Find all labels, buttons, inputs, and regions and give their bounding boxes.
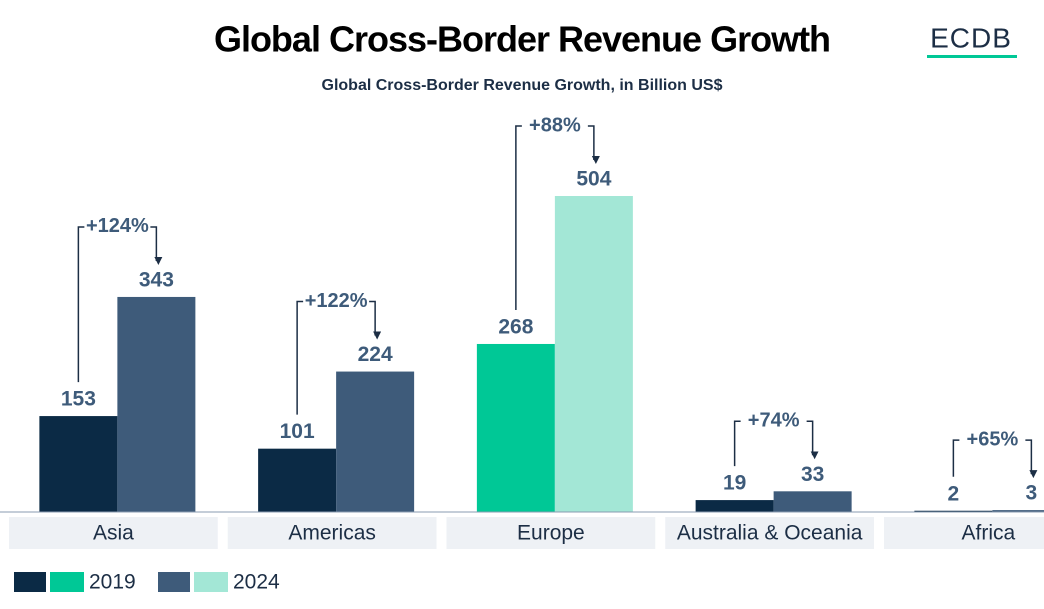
bar — [914, 510, 993, 512]
bar — [476, 343, 555, 512]
value-label: 2 — [948, 482, 960, 505]
legend-label: 2019 — [89, 571, 136, 594]
bar — [695, 500, 774, 512]
logo-underline — [927, 55, 1017, 58]
x-tick-label: Africa — [962, 522, 1016, 545]
legend-swatch — [158, 572, 190, 592]
growth-bracket — [952, 439, 1031, 477]
growth-label: +74% — [748, 410, 800, 432]
legend-swatch — [50, 572, 84, 592]
value-label: 3 — [1026, 482, 1038, 505]
growth-label: +122% — [305, 290, 368, 312]
value-label: 101 — [280, 420, 315, 443]
growth-bracket — [296, 300, 375, 415]
x-tick-label: Americas — [288, 522, 376, 545]
x-tick-label: Australia & Oceania — [677, 522, 863, 545]
chart-title: Global Cross-Border Revenue Growth — [214, 19, 830, 60]
legend-swatch — [14, 572, 46, 592]
value-label: 19 — [723, 472, 746, 495]
x-tick-label: Europe — [517, 522, 585, 545]
bar — [773, 491, 852, 512]
category-label-bg — [9, 517, 218, 549]
value-label: 33 — [801, 463, 824, 486]
legend-swatch — [194, 572, 228, 592]
logo: ECDB — [930, 22, 1012, 53]
growth-bracket — [733, 420, 813, 467]
growth-label: +65% — [967, 428, 1019, 450]
growth-label: +124% — [86, 215, 149, 237]
x-tick-label: Asia — [93, 522, 134, 545]
value-label: 268 — [498, 316, 533, 339]
value-label: 153 — [61, 388, 96, 411]
growth-bracket — [77, 226, 156, 383]
growth-label: +88% — [529, 114, 581, 136]
chart-subtitle: Global Cross-Border Revenue Growth, in B… — [322, 77, 723, 94]
category-label-bg — [227, 517, 437, 549]
bar — [117, 296, 196, 512]
value-label: 224 — [358, 343, 393, 366]
value-label: 504 — [576, 168, 611, 191]
category-label-bg — [884, 517, 1044, 549]
growth-bracket — [515, 125, 594, 310]
category-label-bg — [665, 517, 874, 549]
bar — [39, 416, 118, 512]
bar — [258, 448, 337, 512]
bar — [992, 510, 1044, 512]
bar — [336, 371, 415, 512]
value-label: 343 — [139, 268, 174, 291]
bar — [554, 196, 633, 512]
legend-label: 2024 — [233, 571, 280, 594]
category-label-bg — [446, 517, 656, 549]
